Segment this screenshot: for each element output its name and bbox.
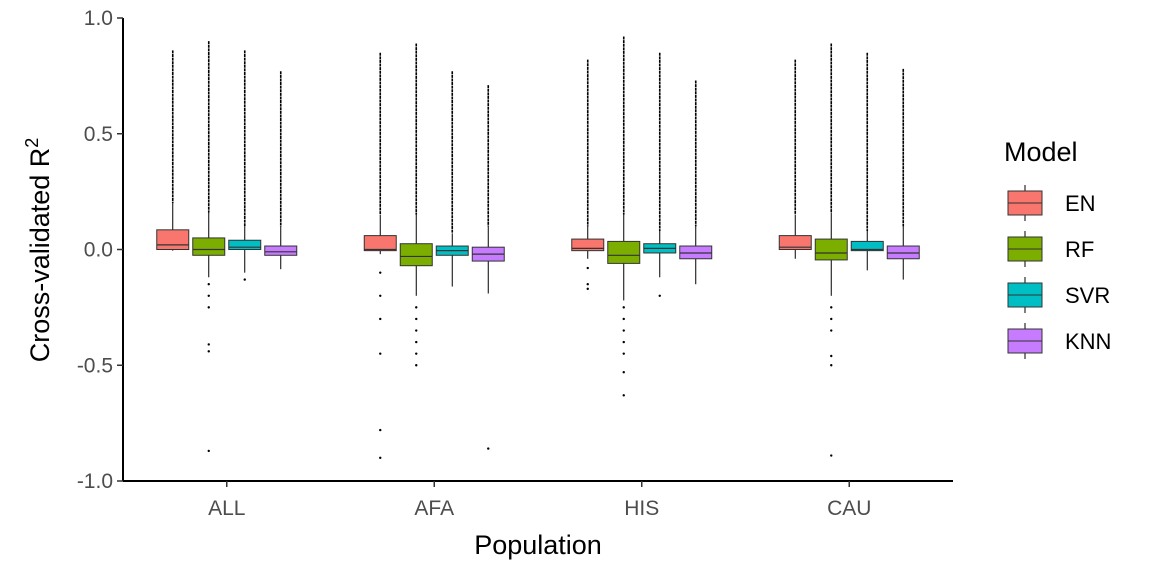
box-iqr xyxy=(571,238,605,252)
box-iqr xyxy=(192,237,226,256)
legend-item-en: EN xyxy=(1007,185,1096,221)
box-iqr xyxy=(228,239,262,251)
legend-title: Model xyxy=(1004,137,1078,167)
outlier-point xyxy=(415,306,418,309)
outlier-point xyxy=(830,354,833,358)
legend-label-rf: RF xyxy=(1065,237,1094,262)
outlier-point xyxy=(415,329,418,332)
outlier-point xyxy=(379,428,382,432)
plot-panel xyxy=(156,36,920,460)
legend-item-rf: RF xyxy=(1007,231,1094,267)
y-tick-label: 1.0 xyxy=(84,7,113,30)
outlier-point xyxy=(622,329,625,332)
outlier-point xyxy=(830,454,833,457)
outlier-point xyxy=(830,306,833,309)
box-knn-cau xyxy=(886,68,920,280)
outlier-point xyxy=(830,329,833,332)
outlier-point xyxy=(622,340,625,344)
y-tick-label: 0.5 xyxy=(84,123,113,146)
outlier-point xyxy=(379,352,382,355)
legend-label-svr: SVR xyxy=(1065,283,1110,308)
box-iqr xyxy=(156,229,190,250)
legend-label-en: EN xyxy=(1065,191,1096,216)
outlier-point xyxy=(622,352,625,355)
outlier-point xyxy=(207,283,210,286)
box-iqr xyxy=(778,235,812,251)
box-knn-his xyxy=(679,80,713,285)
outlier-point xyxy=(379,271,382,274)
box-iqr xyxy=(850,240,884,252)
legend-item-svr: SVR xyxy=(1007,277,1110,313)
box-svr-all xyxy=(228,50,262,281)
x-axis-title: Population xyxy=(474,530,602,560)
y-axis-title-main: Cross-validated R xyxy=(25,148,55,363)
box-iqr xyxy=(399,243,433,267)
y-axis-title: Cross-validated R2 xyxy=(22,138,55,363)
x-tick-label-afa: AFA xyxy=(414,497,454,520)
box-rf-his xyxy=(607,36,641,397)
legend: Model EN RF SVR KNN xyxy=(1004,137,1111,359)
box-rf-all xyxy=(192,41,226,453)
box-iqr xyxy=(814,238,848,261)
box-iqr xyxy=(607,240,641,264)
y-axis: 1.0 0.5 0.0 -0.5 -1.0 xyxy=(77,7,124,493)
outlier-point xyxy=(487,447,490,450)
y-tick-label: -1.0 xyxy=(77,470,113,493)
outlier-point xyxy=(658,294,661,297)
outlier-point xyxy=(207,343,210,346)
outlier-point xyxy=(622,306,625,309)
outlier-point xyxy=(207,294,210,297)
box-en-all xyxy=(156,50,190,251)
outlier-point xyxy=(415,364,418,367)
box-rf-cau xyxy=(814,43,848,457)
x-tick-label-cau: CAU xyxy=(827,497,871,520)
outlier-point xyxy=(622,394,625,397)
y-tick-label: -0.5 xyxy=(77,354,113,377)
outlier-point xyxy=(622,317,625,321)
outlier-point xyxy=(622,370,625,374)
x-tick-label-all: ALL xyxy=(208,497,245,520)
box-en-cau xyxy=(778,59,812,259)
outlier-point xyxy=(415,317,418,321)
outlier-point xyxy=(415,352,418,355)
outlier-point xyxy=(415,340,418,344)
box-svr-cau xyxy=(850,52,884,271)
box-knn-all xyxy=(264,71,298,270)
outlier-point xyxy=(207,306,210,309)
box-rf-afa xyxy=(399,43,433,367)
box-svr-his xyxy=(643,52,677,297)
box-svr-afa xyxy=(435,71,469,287)
box-en-his xyxy=(571,59,605,291)
outlier-point xyxy=(207,449,210,453)
outlier-point xyxy=(379,317,382,321)
outlier-point xyxy=(243,278,246,281)
outlier-point xyxy=(207,350,210,353)
box-iqr xyxy=(264,245,298,256)
outlier-point xyxy=(586,266,589,270)
outlier-point xyxy=(830,364,833,367)
y-axis-title-superscript: 2 xyxy=(22,138,42,148)
outlier-point xyxy=(379,294,382,297)
legend-label-knn: KNN xyxy=(1065,329,1111,354)
box-iqr xyxy=(363,235,397,252)
legend-item-knn: KNN xyxy=(1007,323,1111,359)
outlier-point xyxy=(379,456,382,460)
x-axis: ALL AFA HIS CAU xyxy=(123,480,953,520)
outlier-point xyxy=(586,287,589,291)
x-tick-label-his: HIS xyxy=(624,497,659,520)
box-knn-afa xyxy=(471,85,505,450)
outlier-point xyxy=(830,317,833,321)
box-en-afa xyxy=(363,52,397,460)
outlier-point xyxy=(586,283,589,286)
y-tick-label: 0.0 xyxy=(84,239,113,262)
